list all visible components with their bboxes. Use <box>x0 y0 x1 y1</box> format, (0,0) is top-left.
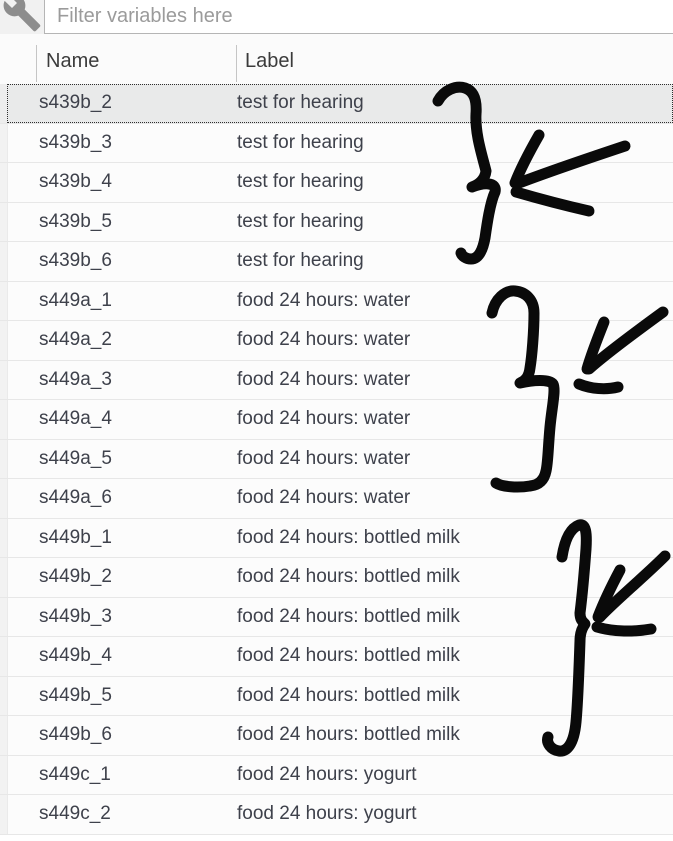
row-gutter <box>0 202 8 241</box>
table-row[interactable]: s449c_1 food 24 hours: yogurt <box>0 755 673 795</box>
row-gutter <box>0 597 8 636</box>
variable-label: food 24 hours: bottled milk <box>237 724 460 745</box>
column-header-name[interactable]: Name <box>46 50 100 72</box>
row-gutter <box>0 795 8 834</box>
table-row[interactable]: s449b_6 food 24 hours: bottled milk <box>0 716 673 756</box>
column-header-row: Name Label <box>0 34 673 84</box>
variable-name: s449b_5 <box>39 684 112 706</box>
table-row[interactable]: s449a_3 food 24 hours: water <box>0 360 673 400</box>
variable-name: s449a_6 <box>39 487 112 508</box>
row-gutter <box>0 400 8 439</box>
table-row[interactable]: s449b_3 food 24 hours: bottled milk <box>0 597 673 637</box>
variable-name: s449c_1 <box>39 763 111 785</box>
variable-label: test for hearing <box>237 210 364 232</box>
table-row[interactable]: s439b_3 test for hearing <box>0 123 673 163</box>
table-row[interactable]: s439b_5 test for hearing <box>0 202 673 242</box>
table-row[interactable]: s449a_2 food 24 hours: water <box>0 321 673 361</box>
row-gutter <box>0 242 8 281</box>
table-row[interactable]: s449b_1 food 24 hours: bottled milk <box>0 518 673 558</box>
variable-label: food 24 hours: bottled milk <box>237 566 460 587</box>
variable-name: s449b_3 <box>39 605 112 627</box>
row-gutter <box>0 637 8 676</box>
variable-label: food 24 hours: bottled milk <box>237 605 460 627</box>
variable-name: s439b_2 <box>39 92 112 113</box>
wrench-icon <box>3 0 41 32</box>
variable-label: food 24 hours: water <box>237 487 411 508</box>
variable-label: food 24 hours: bottled milk <box>237 684 460 706</box>
variable-name: s449a_5 <box>39 447 112 469</box>
table-row[interactable]: s449b_5 food 24 hours: bottled milk <box>0 676 673 716</box>
row-gutter <box>0 518 8 557</box>
variable-label: food 24 hours: bottled milk <box>237 526 460 548</box>
row-gutter <box>0 676 8 715</box>
variable-label: food 24 hours: water <box>237 289 411 311</box>
variable-name: s439b_3 <box>39 131 112 153</box>
table-row[interactable]: s439b_2 test for hearing <box>0 84 673 124</box>
variable-list: s439b_2 test for hearing s439b_3 test fo… <box>0 84 673 841</box>
variable-name: s449b_2 <box>39 566 112 587</box>
row-gutter <box>0 281 8 320</box>
row-gutter <box>0 479 8 518</box>
table-row[interactable]: s439b_4 test for hearing <box>0 163 673 203</box>
variable-name: s449a_4 <box>39 408 112 429</box>
table-row[interactable]: s449c_2 food 24 hours: yogurt <box>0 795 673 835</box>
table-row[interactable]: s449a_1 food 24 hours: water <box>0 281 673 321</box>
variable-name: s449b_6 <box>39 724 112 745</box>
row-gutter <box>0 163 8 202</box>
table-row[interactable]: s449a_4 food 24 hours: water <box>0 400 673 440</box>
variable-label: food 24 hours: water <box>237 408 411 429</box>
column-divider <box>236 45 237 82</box>
row-gutter <box>0 360 8 399</box>
variable-label: food 24 hours: bottled milk <box>237 645 460 666</box>
row-gutter <box>0 558 8 597</box>
variable-label: test for hearing <box>237 131 364 153</box>
column-header-label[interactable]: Label <box>245 50 294 72</box>
table-row[interactable]: s449b_4 food 24 hours: bottled milk <box>0 637 673 677</box>
variable-name: s449a_2 <box>39 329 112 350</box>
table-row[interactable]: s449a_5 food 24 hours: water <box>0 439 673 479</box>
variable-name: s439b_6 <box>39 250 112 271</box>
table-row[interactable]: s449a_6 food 24 hours: water <box>0 479 673 519</box>
filter-toolbar <box>0 0 673 34</box>
row-gutter <box>0 755 8 794</box>
row-gutter <box>0 439 8 478</box>
row-gutter <box>0 123 8 162</box>
variable-label: food 24 hours: water <box>237 447 411 469</box>
variable-name: s449c_2 <box>39 803 111 824</box>
variable-label: test for hearing <box>237 92 364 113</box>
row-gutter <box>0 84 8 123</box>
variable-name: s439b_4 <box>39 171 112 192</box>
variable-label: test for hearing <box>237 250 364 271</box>
variable-name: s439b_5 <box>39 210 112 232</box>
variable-label: food 24 hours: yogurt <box>237 803 417 824</box>
table-row[interactable]: s439b_6 test for hearing <box>0 242 673 282</box>
variable-name: s449b_1 <box>39 526 112 548</box>
variable-name: s449b_4 <box>39 645 112 666</box>
row-gutter <box>0 716 8 755</box>
variable-name: s449a_3 <box>39 368 112 390</box>
column-divider <box>36 45 37 82</box>
row-gutter <box>0 321 8 360</box>
table-row[interactable]: s449b_2 food 24 hours: bottled milk <box>0 558 673 598</box>
variable-label: food 24 hours: water <box>237 329 411 350</box>
variable-label: food 24 hours: yogurt <box>237 763 417 785</box>
variable-label: test for hearing <box>237 171 364 192</box>
variable-name: s449a_1 <box>39 289 112 311</box>
filter-variables-input[interactable] <box>44 0 673 34</box>
variable-label: food 24 hours: water <box>237 368 411 390</box>
